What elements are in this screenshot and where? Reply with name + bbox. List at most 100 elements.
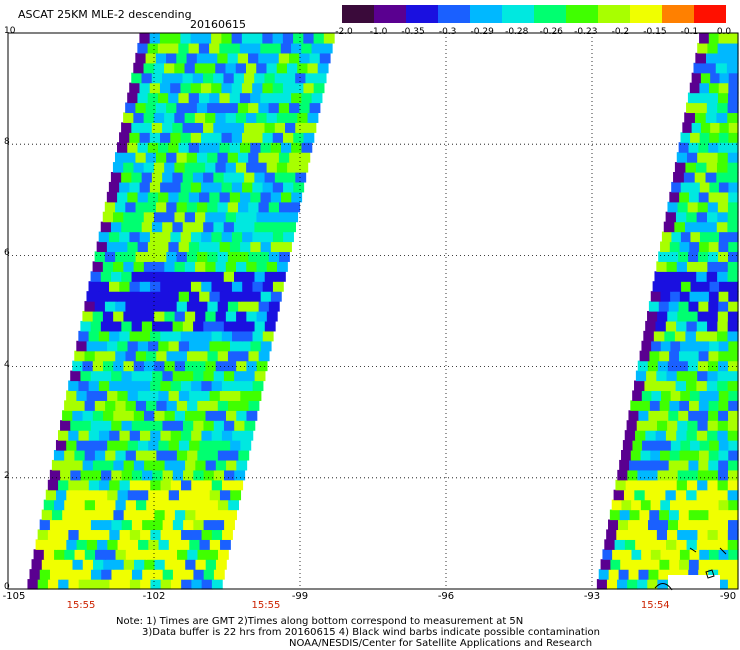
- swath-cell: [658, 251, 669, 262]
- swath-cell: [60, 519, 72, 531]
- swath-cell: [689, 82, 701, 94]
- swath-cell: [727, 529, 739, 540]
- swath-cell: [687, 360, 699, 372]
- swath-cell: [33, 549, 45, 560]
- swath-cell: [313, 82, 325, 94]
- swath-cell: [147, 291, 159, 302]
- swath-cell: [231, 181, 243, 193]
- swath-cell: [146, 549, 158, 560]
- swath-cell: [696, 271, 708, 282]
- swath-cell: [156, 450, 168, 461]
- swath-cell: [244, 320, 256, 332]
- swath-cell: [622, 440, 634, 451]
- swath-cell: [286, 62, 298, 74]
- swath-cell: [708, 509, 719, 521]
- swath-cell: [113, 311, 124, 322]
- swath-cell: [153, 162, 165, 173]
- swath-cell: [708, 241, 720, 253]
- swath-cell: [92, 459, 104, 471]
- swath-cell: [728, 340, 739, 352]
- swath-cell: [609, 509, 621, 521]
- swath-cell: [676, 320, 688, 332]
- swath-cell: [237, 102, 249, 114]
- swath-cell: [68, 479, 80, 491]
- swath-cell: [237, 201, 249, 213]
- swath-cell: [129, 281, 141, 292]
- swath-cell: [233, 122, 245, 133]
- swath-cell: [70, 420, 82, 431]
- swath-cell: [211, 529, 223, 540]
- swath-cell: [610, 559, 621, 570]
- swath-cell: [227, 301, 239, 312]
- swath-cell: [679, 241, 690, 253]
- swath-cell: [185, 410, 196, 421]
- swath-cell: [211, 33, 222, 44]
- swath-cell: [60, 569, 72, 580]
- swath-cell: [64, 400, 75, 411]
- swath-cell: [195, 261, 206, 272]
- swath-cell: [133, 112, 145, 123]
- swath-cell: [669, 559, 680, 570]
- swath-cell: [666, 370, 678, 382]
- note-line-1: Note: 1) Times are GMT 2)Times along bot…: [116, 616, 524, 627]
- swath-cell: [164, 162, 176, 173]
- swath-cell: [197, 549, 209, 560]
- swath-cell: [88, 380, 100, 392]
- swath-cell: [221, 33, 233, 44]
- swath-cell: [694, 112, 707, 123]
- swath-cell: [699, 132, 710, 143]
- swath-cell: [658, 569, 669, 580]
- swath-cell: [250, 291, 262, 302]
- swath-cell: [78, 330, 90, 342]
- swath-cell: [160, 479, 172, 491]
- swath-cell: [123, 410, 135, 421]
- swath-cell: [232, 380, 243, 392]
- swath-cell: [152, 469, 164, 481]
- swath-cell: [718, 569, 729, 580]
- swath-cell: [207, 201, 219, 213]
- swath-cell: [111, 569, 123, 580]
- swath-cell: [158, 489, 170, 501]
- swath-cell: [127, 390, 139, 401]
- swath-cell: [139, 181, 151, 193]
- swath-cell: [727, 380, 739, 392]
- swath-cell: [675, 380, 687, 392]
- swath-cell: [697, 92, 709, 104]
- swath-cell: [135, 350, 147, 362]
- swath-cell: [307, 62, 319, 74]
- swath-cell: [235, 162, 247, 173]
- swath-cell: [184, 162, 196, 173]
- swath-cell: [211, 181, 223, 193]
- swath-cell: [139, 132, 151, 143]
- swath-cell: [279, 251, 290, 262]
- swath-cell: [125, 400, 137, 411]
- swath-cell: [140, 579, 152, 590]
- swath-cell: [254, 72, 266, 84]
- swath-cell: [160, 529, 172, 540]
- swath-cell: [123, 112, 134, 123]
- swath-cell: [82, 559, 94, 570]
- swath-cell: [135, 152, 147, 163]
- swath-cell: [280, 42, 292, 54]
- swath-cell: [240, 390, 252, 401]
- swath-cell: [141, 420, 153, 431]
- swath-cell: [189, 489, 201, 501]
- swath-cell: [695, 221, 707, 233]
- swath-cell: [280, 142, 292, 153]
- swath-cell: [107, 390, 118, 401]
- swath-cell: [244, 221, 256, 233]
- swath-cell: [225, 62, 237, 74]
- swath-cell: [256, 261, 268, 272]
- swath-cell: [135, 400, 147, 411]
- swath-cell: [282, 82, 294, 94]
- swath-cell: [270, 191, 282, 203]
- swath-cell: [103, 559, 115, 570]
- swath-cell: [727, 52, 739, 64]
- swath-cell: [252, 33, 263, 44]
- swath-cell: [620, 559, 631, 570]
- swath-cell: [222, 529, 233, 540]
- swath-cell: [109, 579, 121, 590]
- swath-cell: [685, 271, 697, 282]
- swath-cell: [696, 489, 708, 501]
- swath-cell: [88, 281, 100, 292]
